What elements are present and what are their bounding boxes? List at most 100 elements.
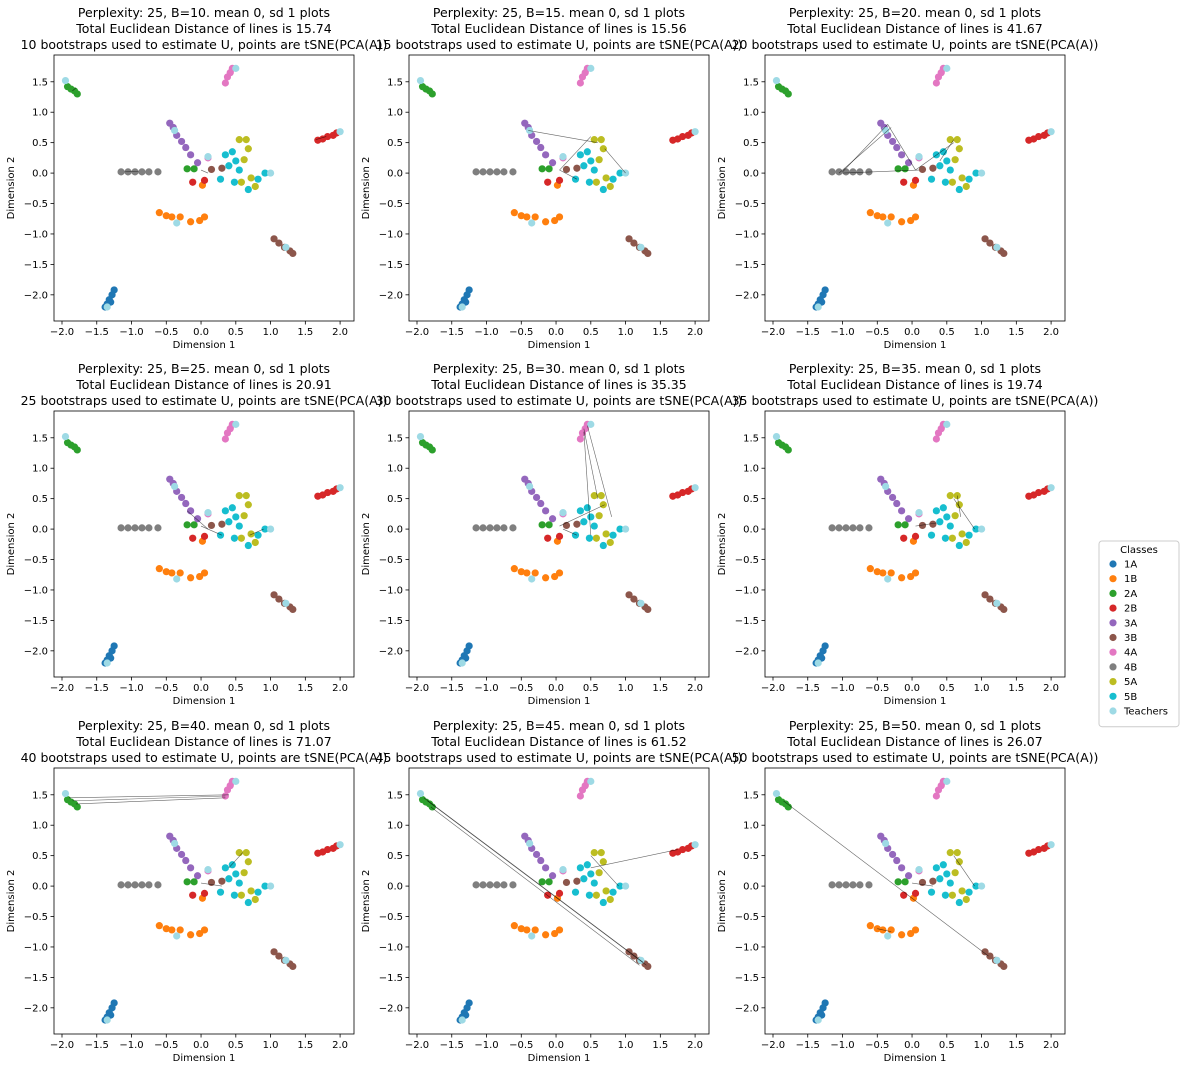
point [73,446,81,454]
y-tick-label: 0.0 [32,525,48,536]
x-tick-label: 1.0 [263,1040,279,1051]
connection-line [200,169,209,174]
legend-marker [1109,707,1117,715]
chart-title: Perplexity: 25, B=15. mean 0, sd 1 plots [433,5,685,20]
subplot: Perplexity: 25, B=30. mean 0, sd 1 plots… [361,361,742,707]
point [965,888,973,896]
x-tick-label: −2.0 [50,327,74,338]
axes-frame [764,410,1066,678]
legend-label: 1B [1124,574,1137,585]
point [538,165,546,173]
x-tick-label: 1.0 [618,327,634,338]
point [555,213,564,221]
point [1047,841,1055,849]
point [911,569,920,577]
point [898,574,906,582]
point [61,432,70,441]
point [936,162,944,170]
y-tick-label: −2.0 [24,1003,48,1014]
point [772,432,781,441]
point [590,879,598,887]
point [216,888,225,896]
point [230,534,239,542]
point [458,1016,466,1024]
point [187,931,195,939]
point [336,841,344,849]
point [145,881,153,889]
y-tick-label: −1.0 [735,942,759,953]
point [171,482,179,491]
y-tick-label: −0.5 [379,555,403,566]
legend-marker [1109,604,1117,612]
point [911,926,920,934]
point [200,569,209,577]
chart-title: Total Euclidean Distance of lines is 35.… [430,377,686,392]
point [993,956,1001,964]
point [939,504,947,512]
point [1034,488,1043,497]
point [537,856,545,865]
point [218,164,226,172]
point [609,175,617,183]
point [73,803,81,811]
point [548,515,557,523]
point [866,209,874,217]
y-tick-label: 0.0 [387,169,403,180]
x-tick-label: −0.5 [154,683,178,694]
y-tick-label: 1.0 [743,464,759,475]
y-tick-label: −0.5 [735,555,759,566]
x-tick-label: −1.5 [440,1040,464,1051]
x-tick-label: 1.0 [618,683,634,694]
point [235,492,243,500]
point [599,541,607,550]
point [232,870,240,878]
point [606,538,614,547]
subplot: Perplexity: 25, B=35. mean 0, sd 1 plots… [717,361,1098,707]
x-tick-label: −1.5 [440,327,464,338]
point [576,792,584,800]
point [176,213,184,221]
point [538,878,546,886]
point [835,881,843,889]
point [587,870,595,878]
x-tick-label: 1.5 [297,327,313,338]
point [523,569,531,577]
x-tick-label: 0.5 [228,327,244,338]
point [183,165,191,173]
point [772,789,781,798]
y-tick-label: 0.5 [387,494,403,505]
point [849,524,857,532]
point [986,595,994,603]
legend-label: 5A [1124,677,1137,688]
point [939,861,947,869]
axes-frame [764,767,1066,1035]
point [955,145,963,153]
point [168,569,176,577]
point [323,488,332,497]
point [576,151,584,159]
point [289,605,297,614]
connection-line [939,139,955,162]
point [254,531,262,539]
point [270,235,278,243]
y-tick-label: 0.5 [387,138,403,149]
x-tick-label: 1.5 [1008,1040,1024,1051]
point [842,881,850,889]
y-tick-label: 1.5 [32,433,48,444]
point [244,185,252,194]
point [218,520,226,528]
x-tick-label: 1.5 [652,1040,668,1051]
point [894,165,902,173]
point [323,845,332,854]
point [946,522,954,530]
point [644,605,652,614]
point [177,850,186,859]
point [918,521,927,530]
point [221,507,229,515]
x-tick-label: −1.0 [119,683,143,694]
point [784,90,792,98]
y-axis-label: Dimension 2 [717,870,728,933]
point [993,599,1001,607]
point [275,239,283,247]
point [678,488,687,497]
